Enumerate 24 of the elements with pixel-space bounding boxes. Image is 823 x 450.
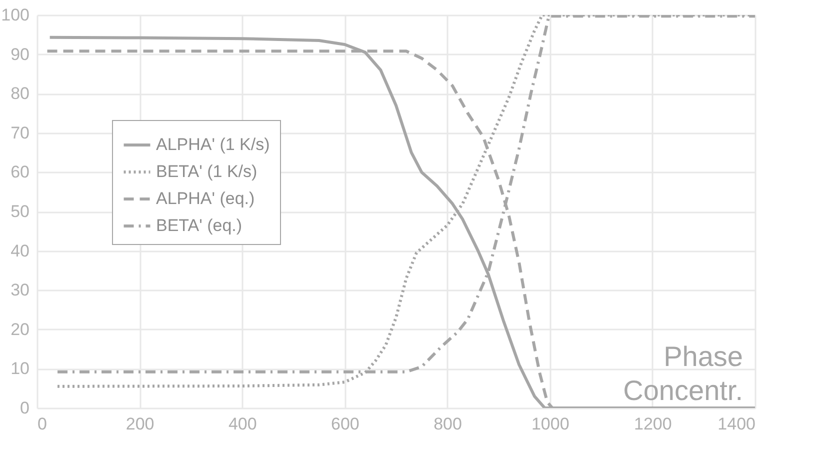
x-tick-label: 600 <box>331 414 360 434</box>
y-tick-label: 70 <box>10 123 30 142</box>
annotation: Phase Concentr. <box>623 341 743 406</box>
x-tick-label: 800 <box>434 414 462 434</box>
x-tick-label: 1400 <box>718 414 756 434</box>
x-tick-label: 200 <box>126 414 154 434</box>
legend-label: BETA' (1 K/s) <box>156 162 258 181</box>
y-tick-label: 80 <box>10 84 30 104</box>
y-tick-label: 20 <box>10 320 30 339</box>
y-tick-label: 40 <box>10 241 30 260</box>
y-tick-label: 0 <box>20 398 30 418</box>
y-tick-label: 50 <box>10 202 30 221</box>
legend-label: ALPHA' (eq.) <box>156 189 255 208</box>
y-tick-label: 100 <box>1 6 30 24</box>
y-tick-label: 90 <box>10 44 30 64</box>
y-tick-label: 30 <box>10 280 30 300</box>
legend-label: BETA' (eq.) <box>156 216 242 235</box>
x-tick-label: 1200 <box>634 414 672 434</box>
x-tick-label: 400 <box>228 414 257 434</box>
legend-label: ALPHA' (1 K/s) <box>156 135 270 154</box>
y-tick-label: 60 <box>10 162 30 182</box>
x-tick-label: 1000 <box>531 414 570 434</box>
y-tick-label: 10 <box>10 359 30 378</box>
x-tick-label: 0 <box>38 414 47 434</box>
